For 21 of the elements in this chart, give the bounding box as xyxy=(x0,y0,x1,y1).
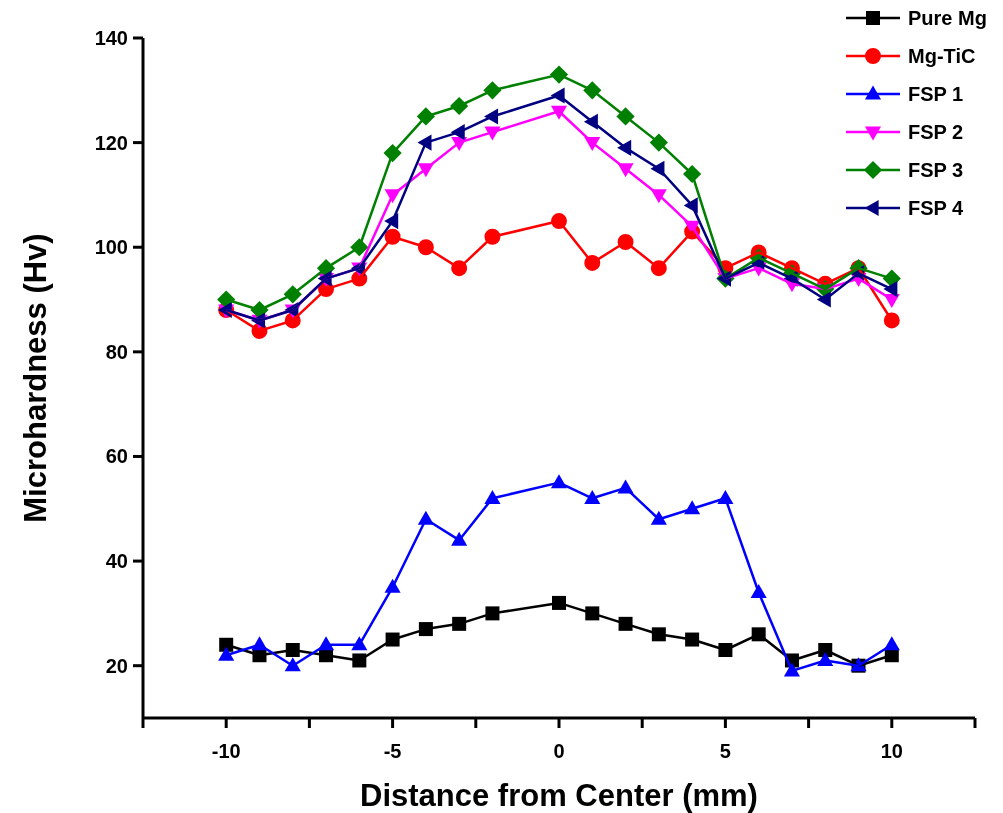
y-tick-label: 120 xyxy=(94,131,128,154)
legend-label: Mg-TiC xyxy=(908,45,976,67)
x-tick-label: 0 xyxy=(553,740,565,762)
legend-label: FSP 4 xyxy=(908,197,965,219)
legend-label: FSP 3 xyxy=(908,159,964,181)
y-tick-label: 140 xyxy=(94,27,128,49)
legend-label: Pure Mg xyxy=(908,7,987,29)
x-tick-label: 10 xyxy=(880,740,903,762)
x-tick-label: 5 xyxy=(719,740,731,762)
y-tick-label: 60 xyxy=(105,445,128,468)
x-axis-title: Distance from Center (mm) xyxy=(360,778,758,813)
y-tick-label: 100 xyxy=(94,236,128,259)
y-axis-title: Microhardness (Hv) xyxy=(18,233,53,523)
legend-label: FSP 2 xyxy=(908,121,964,143)
x-tick-label: -5 xyxy=(383,740,402,762)
point xyxy=(218,646,235,661)
y-tick-label: 80 xyxy=(105,340,128,363)
legend-label: FSP 1 xyxy=(908,83,964,105)
y-tick-label: 40 xyxy=(105,550,128,573)
y-tick-label: 20 xyxy=(105,654,128,677)
x-tick-label: -10 xyxy=(211,740,241,762)
